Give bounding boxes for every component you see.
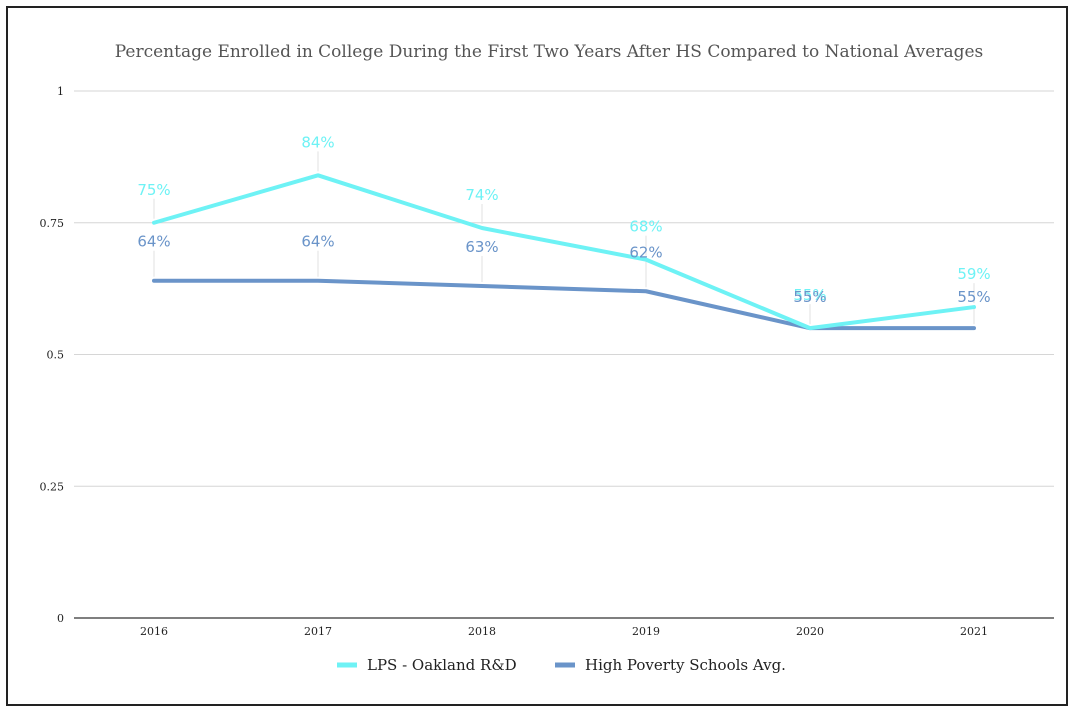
x-tick-label: 2020 <box>796 625 824 638</box>
legend: LPS - Oakland R&D High Poverty Schools Av… <box>337 656 786 674</box>
y-tick-label: 0.25 <box>40 480 65 493</box>
y-tick-label: 0.75 <box>40 217 65 230</box>
series-line-1 <box>152 278 976 331</box>
series-line-0 <box>152 173 976 331</box>
y-tick-label: 1 <box>57 85 64 98</box>
data-label: 55% <box>793 286 826 304</box>
gridlines <box>74 90 1054 619</box>
label-leaders <box>153 151 975 325</box>
data-label: 55% <box>793 288 826 306</box>
chart-title: Percentage Enrolled in College During th… <box>115 42 984 62</box>
data-labels: 75%84%74%68%55%59%64% 64% 63% 62%55% 55% <box>137 133 990 306</box>
y-tick-label: 0 <box>57 612 64 625</box>
data-label: 63% <box>465 238 498 256</box>
data-label: 62% <box>629 243 662 261</box>
x-tick-label: 2017 <box>304 625 332 638</box>
x-tick-label: 2019 <box>632 625 660 638</box>
data-label: 55% <box>957 288 990 306</box>
y-axis-ticks: 0 0.25 0.5 0.75 1 <box>40 85 65 625</box>
data-label: 64% <box>301 233 334 251</box>
legend-label: LPS - Oakland R&D <box>367 656 517 674</box>
series-lines <box>152 173 976 331</box>
x-axis-ticks: 2016 2017 2018 2019 2020 2021 <box>140 625 988 638</box>
x-tick-label: 2021 <box>960 625 988 638</box>
data-label: 84% <box>301 133 334 151</box>
legend-label: High Poverty Schools Avg. <box>585 656 786 674</box>
y-tick-label: 0.5 <box>47 349 65 362</box>
data-label: 59% <box>957 265 990 283</box>
chart-frame <box>6 6 1068 706</box>
x-tick-label: 2016 <box>140 625 168 638</box>
data-label: 64% <box>137 233 170 251</box>
data-label: 75% <box>137 181 170 199</box>
x-tick-label: 2018 <box>468 625 496 638</box>
data-label: 74% <box>465 186 498 204</box>
data-label: 68% <box>629 218 662 236</box>
